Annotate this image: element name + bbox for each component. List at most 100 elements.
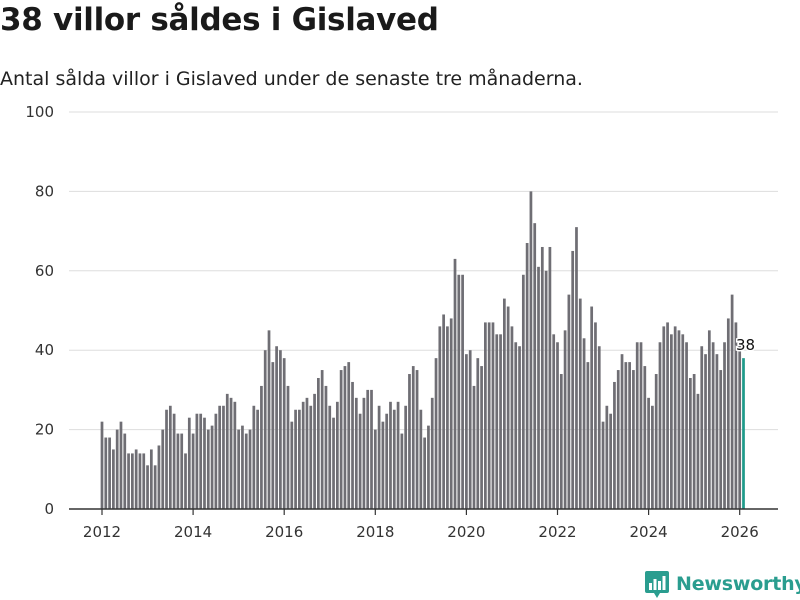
brand-name: Newsworthy (676, 573, 800, 595)
bar (324, 385, 328, 509)
bar (605, 405, 609, 509)
bar (537, 266, 540, 509)
bar (613, 381, 616, 509)
bar (210, 425, 214, 509)
bar (191, 433, 195, 509)
bar (499, 334, 502, 509)
bar (408, 374, 411, 509)
bar (309, 405, 313, 509)
bar (480, 366, 483, 509)
bar (468, 350, 472, 509)
bar (123, 433, 127, 509)
chart-subtitle: Antal sålda villor i Gislaved under de s… (0, 68, 583, 90)
bar (666, 322, 669, 509)
y-tick-label: 40 (35, 341, 54, 359)
bar (370, 389, 373, 509)
bar (195, 413, 199, 509)
bar (556, 342, 559, 509)
bar (214, 413, 218, 509)
bar (119, 421, 123, 509)
bar (643, 366, 647, 509)
bar (290, 421, 294, 509)
bar (635, 342, 639, 509)
bar (354, 397, 358, 509)
bar (362, 397, 366, 509)
bar (244, 433, 248, 509)
bar (548, 246, 552, 510)
bar (138, 453, 142, 509)
y-tick-label: 80 (35, 182, 54, 200)
y-tick-label: 20 (35, 421, 54, 439)
bar (252, 405, 256, 509)
bar (271, 362, 275, 509)
bar (108, 437, 111, 509)
bar (681, 334, 685, 509)
bar (267, 330, 271, 509)
bar (563, 330, 567, 509)
bar (449, 318, 453, 509)
bar (521, 274, 525, 509)
x-tick-label: 2014 (174, 523, 212, 541)
bar (301, 401, 305, 509)
bar (628, 362, 631, 509)
bar (127, 453, 130, 509)
bar (510, 326, 514, 509)
bar (153, 465, 157, 509)
bar (373, 429, 377, 509)
bar (495, 334, 499, 509)
bar (313, 393, 316, 509)
bar (738, 342, 742, 509)
bar (544, 270, 548, 509)
bar (715, 354, 719, 509)
bar (658, 342, 662, 509)
y-tick-label: 100 (25, 103, 54, 121)
bar (514, 342, 518, 509)
bar (453, 258, 457, 509)
bar (632, 370, 635, 509)
bar (279, 350, 282, 509)
bar (222, 405, 225, 509)
bar (726, 318, 730, 509)
bar (434, 358, 438, 509)
bar (335, 401, 339, 509)
bar (328, 405, 332, 509)
bar (620, 354, 624, 509)
bar (400, 433, 404, 509)
bar (165, 409, 168, 509)
bar (575, 227, 578, 509)
bar (305, 397, 309, 509)
bar (282, 358, 286, 509)
bar (115, 429, 119, 509)
bar (540, 246, 544, 510)
bar (552, 334, 556, 509)
bar (685, 342, 688, 509)
bar (320, 370, 324, 509)
bar (438, 326, 442, 509)
chart-title: 38 villor såldes i Gislaved (0, 2, 439, 38)
bar (392, 409, 396, 509)
bar (597, 346, 601, 509)
bar (518, 346, 521, 509)
bar (343, 366, 347, 509)
x-tick-label: 2018 (356, 523, 394, 541)
bar (571, 250, 575, 509)
bar (677, 330, 681, 509)
bar (248, 429, 252, 509)
bar (707, 330, 711, 509)
bar (176, 433, 180, 509)
bar (651, 405, 654, 509)
bar (263, 350, 267, 509)
x-tick-label: 2016 (265, 523, 303, 541)
bar (491, 322, 495, 509)
bar (149, 449, 153, 509)
bar (317, 377, 320, 509)
bar (647, 397, 650, 509)
bar (351, 381, 354, 509)
bar (381, 421, 385, 509)
bar (233, 401, 237, 509)
bar (446, 326, 449, 509)
bar (719, 370, 723, 509)
bar (472, 385, 476, 509)
bar (256, 409, 259, 509)
